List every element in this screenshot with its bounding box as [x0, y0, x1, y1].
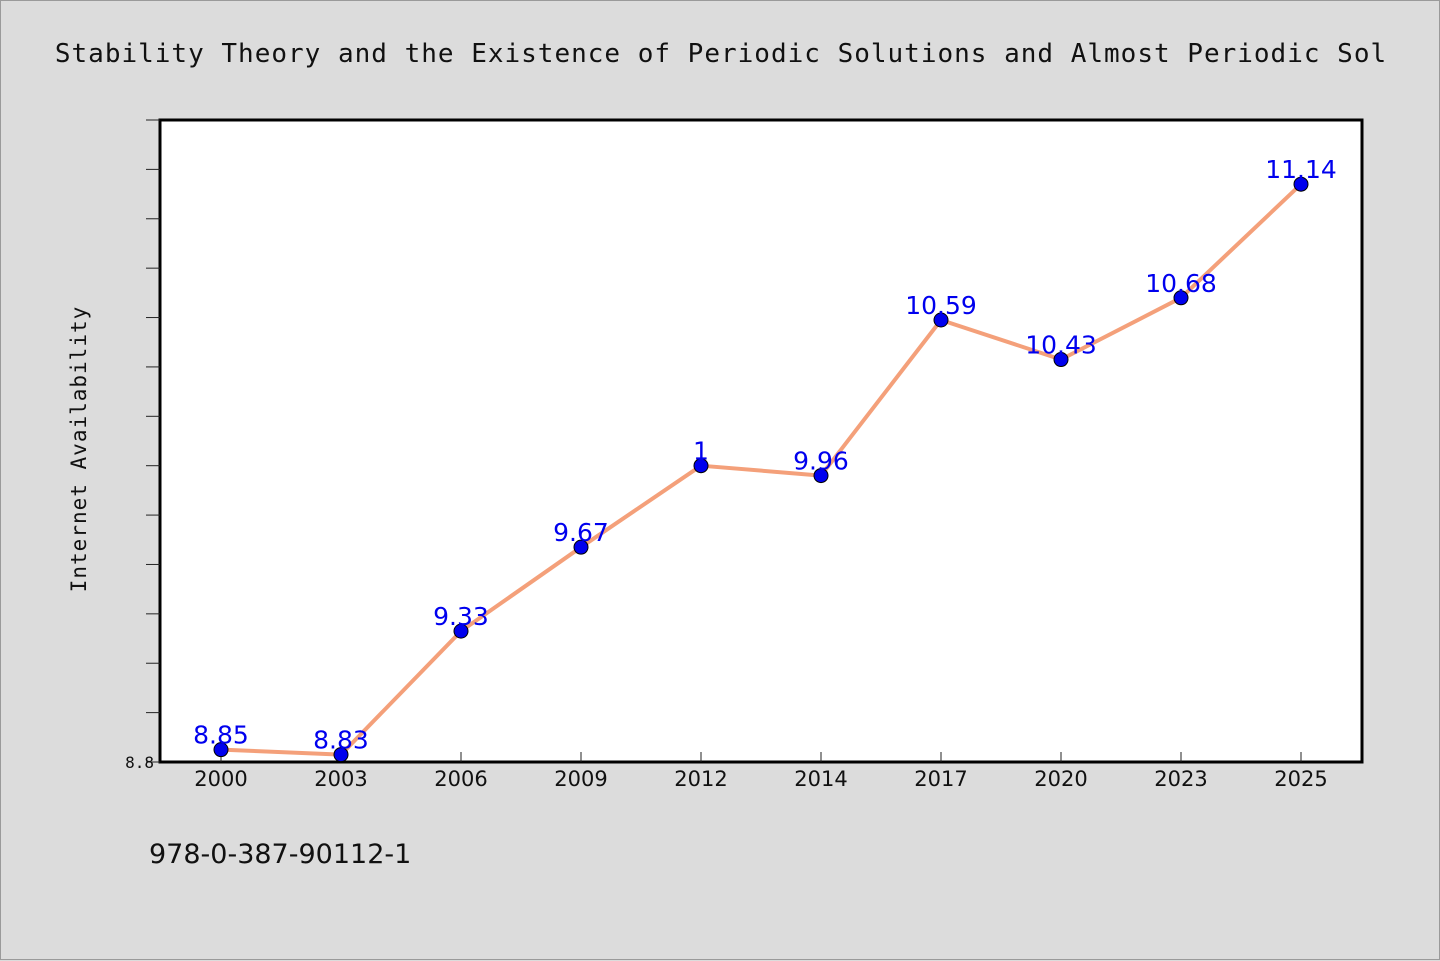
- x-tick-label: 2012: [674, 767, 727, 791]
- data-label: 10.59: [905, 291, 977, 320]
- series-line-group: [220, 182, 1303, 757]
- data-label: 8.83: [313, 726, 369, 755]
- data-point: [693, 458, 709, 474]
- data-labels-group: 8.85 8.83 9.33 9.67 1 9.96 10.59 10.43 10.68 11.1…: [193, 155, 1337, 754]
- x-tick-label: 2023: [1154, 767, 1207, 791]
- y-tick-label: 8.8: [125, 753, 154, 772]
- data-point: [1173, 290, 1189, 306]
- y-axis-label: Internet Availability: [67, 306, 91, 593]
- data-label: 8.85: [193, 721, 249, 750]
- x-tick-label: 2000: [194, 767, 247, 791]
- data-point: [573, 539, 589, 555]
- x-tick-label: 2006: [434, 767, 487, 791]
- data-point: [453, 623, 469, 639]
- data-label: 10.43: [1025, 331, 1097, 360]
- data-point: [333, 747, 349, 763]
- data-point: [933, 312, 949, 328]
- plot-area: [158, 118, 1364, 764]
- data-point: [1053, 352, 1069, 368]
- x-tick-label: 2020: [1034, 767, 1087, 791]
- chart-title: Stability Theory and the Existence of Pe…: [55, 39, 1387, 69]
- data-label: 1: [693, 437, 709, 466]
- footer-isbn: 978-0-387-90112-1: [149, 839, 411, 870]
- x-tick-label: 2025: [1274, 767, 1327, 791]
- data-label: 9.96: [793, 447, 849, 476]
- x-tick-label: 2014: [794, 767, 847, 791]
- data-label: 10.68: [1145, 269, 1217, 298]
- data-label: 9.67: [553, 518, 609, 547]
- x-axis-ticks: 2000 2003 2006 2009 2012 2014 2017 2020 2023 2025: [194, 752, 1328, 791]
- data-point: [813, 468, 829, 484]
- series-line: [220, 182, 1303, 757]
- data-point: [1293, 176, 1309, 192]
- data-point: [213, 742, 229, 758]
- x-tick-label: 2017: [914, 767, 967, 791]
- series-points-group: [213, 176, 1309, 763]
- x-tick-label: 2009: [554, 767, 607, 791]
- x-tick-label: 2003: [314, 767, 367, 791]
- y-axis-ticks: 8.8: [125, 119, 160, 772]
- data-label: 11.14: [1265, 155, 1337, 184]
- data-label: 9.33: [433, 602, 489, 631]
